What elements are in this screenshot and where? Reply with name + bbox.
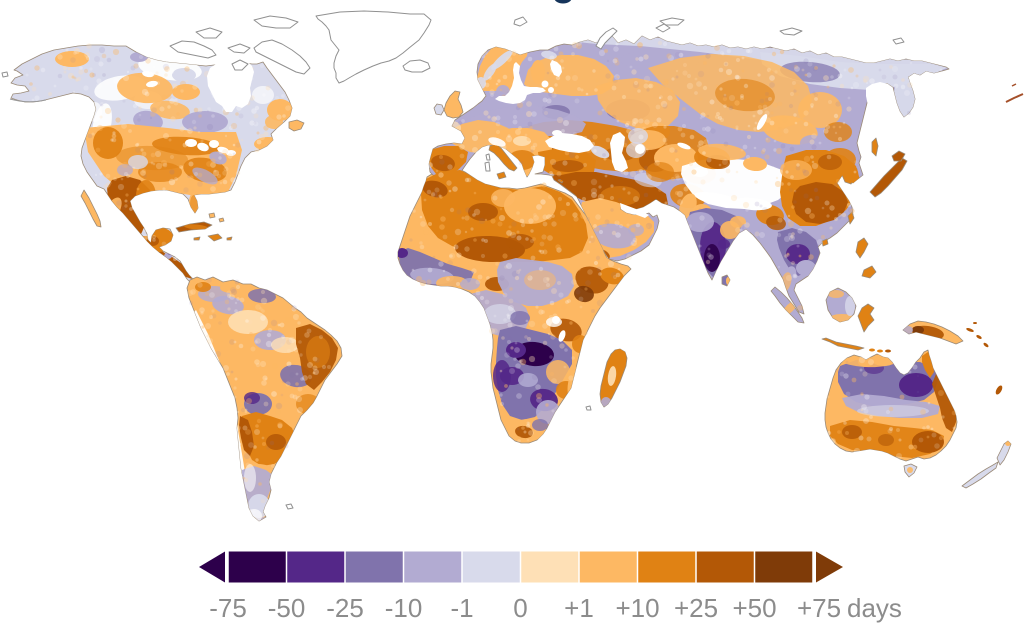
svg-text:+25: +25	[674, 593, 718, 623]
svg-text:-1: -1	[450, 593, 473, 623]
svg-text:-50: -50	[268, 593, 306, 623]
svg-text:+10: +10	[615, 593, 659, 623]
svg-text:+1: +1	[564, 593, 594, 623]
svg-text:days: days	[847, 593, 902, 623]
svg-text:-10: -10	[385, 593, 423, 623]
svg-text:+50: +50	[732, 593, 776, 623]
svg-text:-25: -25	[326, 593, 364, 623]
svg-text:+75: +75	[797, 593, 841, 623]
svg-text:-75: -75	[209, 593, 247, 623]
svg-text:0: 0	[513, 593, 527, 623]
